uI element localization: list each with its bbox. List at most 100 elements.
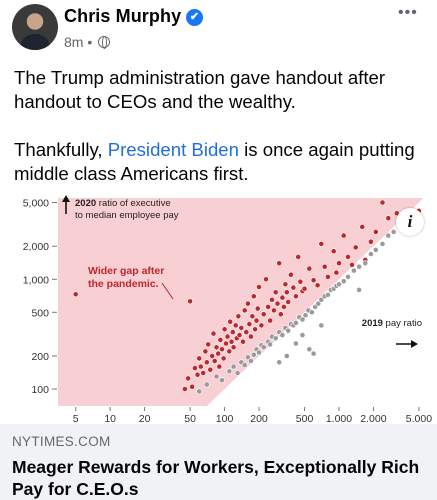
scatter-point: [200, 370, 207, 376]
x-axis-arrowhead: [411, 340, 418, 348]
scatter-point: [234, 370, 241, 376]
scatter-point: [306, 265, 313, 272]
scatter-point: [372, 247, 379, 253]
scatter-point: [211, 358, 218, 364]
paragraph-2-end: is once again putting middle class Ameri…: [14, 139, 415, 184]
link-domain: NYTIMES.COM: [12, 434, 111, 449]
scatter-point: [230, 344, 237, 351]
scatter-point: [197, 363, 204, 370]
scatter-point: [227, 318, 234, 325]
scatter-point: [333, 269, 340, 276]
scatter-point: [253, 317, 260, 324]
x-axis-title-year: 2019: [362, 318, 383, 329]
scatter-point: [258, 322, 265, 329]
post-text: The Trump administration gave handout af…: [14, 66, 426, 210]
scatter-point: [297, 278, 304, 285]
link-preview-card[interactable]: NYTIMES.COM Meager Rewards for Workers, …: [0, 424, 437, 500]
scatter-point: [270, 307, 277, 314]
wider-gap-region: [58, 198, 428, 406]
scatter-point: [310, 350, 317, 357]
scatter-point: [235, 313, 242, 320]
paragraph-2-start: Thankfully,: [14, 139, 108, 160]
x-axis-title-rest: pay ratio: [383, 318, 422, 329]
scatter-point: [252, 326, 258, 333]
scatter-point: [216, 363, 223, 370]
scatter-point: [272, 289, 279, 296]
scatter-point: [349, 262, 355, 268]
author-name[interactable]: Chris Murphy: [64, 6, 182, 26]
y-tick-label: 2,000: [23, 241, 49, 253]
timestamp[interactable]: 8m: [64, 34, 84, 50]
scatter-point: [228, 338, 235, 345]
scatter-point: [203, 381, 210, 388]
post-paragraph-1: The Trump administration gave handout af…: [14, 67, 386, 112]
scatter-point: [315, 300, 322, 307]
x-tick-label: 5,000: [406, 413, 432, 422]
scatter-point: [390, 229, 397, 235]
scatter-point: [260, 344, 267, 351]
scatter-point: [302, 312, 309, 319]
scatter-point: [215, 350, 222, 357]
scatter-point: [230, 363, 237, 370]
scatter-point: [352, 244, 359, 251]
scatter-point: [362, 260, 369, 267]
info-icon[interactable]: i: [396, 208, 424, 236]
x-axis-title: 2019 pay ratio: [362, 318, 422, 329]
scatter-point: [196, 355, 203, 362]
scatter-point: [207, 366, 214, 373]
scatter-chart: 5,000 2,000 1,000 500 200 100 5 10 20 50 100 200 500…: [23, 195, 432, 425]
avatar[interactable]: [12, 4, 58, 50]
scatter-point: [219, 346, 225, 353]
scatter-point: [345, 254, 351, 260]
link-headline[interactable]: Meager Rewards for Workers, Exceptionall…: [12, 457, 420, 499]
y-axis-title-year: 2020: [75, 198, 96, 209]
y-axis-title-line: 2020 ratio of executive: [75, 198, 171, 209]
scatter-point: [223, 340, 229, 347]
y-tick-label: 5,000: [23, 198, 49, 210]
mention-link[interactable]: President Biden: [107, 139, 239, 160]
chart-image[interactable]: 5,000 2,000 1,000 500 200 100 5 10 20 50 100 200 500…: [0, 192, 437, 425]
x-tick-label: 50: [184, 413, 196, 422]
meta-separator: •: [87, 34, 93, 50]
scatter-point: [299, 316, 306, 323]
scatter-point: [356, 263, 362, 270]
scatter-point: [244, 354, 251, 361]
scatter-point: [277, 311, 284, 318]
scatter-point: [318, 322, 325, 329]
x-tick-label: 5: [73, 413, 79, 422]
scatter-point: [250, 293, 257, 300]
scatter-point: [226, 348, 233, 355]
scatter-point: [217, 336, 224, 343]
scatter-point: [282, 281, 289, 288]
scatter-point: [285, 299, 292, 305]
scatter-point: [220, 355, 227, 362]
x-tick-label: 100: [216, 413, 234, 422]
scatter-point: [318, 296, 325, 303]
scatter-point: [336, 281, 342, 288]
y-tick-label: 1,000: [23, 274, 49, 286]
scatter-point: [372, 229, 379, 235]
x-tick-label: 10: [104, 413, 116, 422]
scatter-point: [203, 359, 210, 366]
scatter-point: [244, 300, 251, 307]
scatter-point: [283, 353, 290, 359]
scatter-point: [330, 248, 337, 255]
scatter-point: [219, 377, 225, 384]
scatter-point: [256, 349, 262, 356]
scatter-point: [285, 327, 292, 334]
scatter-point: [221, 326, 228, 333]
y-tick-label: 100: [31, 384, 49, 396]
scatter-point: [224, 333, 231, 340]
more-options-icon[interactable]: •••: [398, 4, 418, 21]
scatter-point: [226, 368, 233, 375]
scatter-point: [191, 365, 198, 371]
x-tick-label: 20: [139, 413, 151, 422]
scatter-point: [359, 224, 366, 230]
y-tick-label: 200: [31, 351, 49, 363]
scatter-point: [210, 330, 217, 337]
verified-badge-icon: ✔: [186, 9, 203, 26]
scatter-point: [194, 371, 201, 378]
scatter-point: [247, 333, 254, 340]
scatter-point: [385, 215, 392, 222]
scatter-point: [267, 317, 273, 324]
